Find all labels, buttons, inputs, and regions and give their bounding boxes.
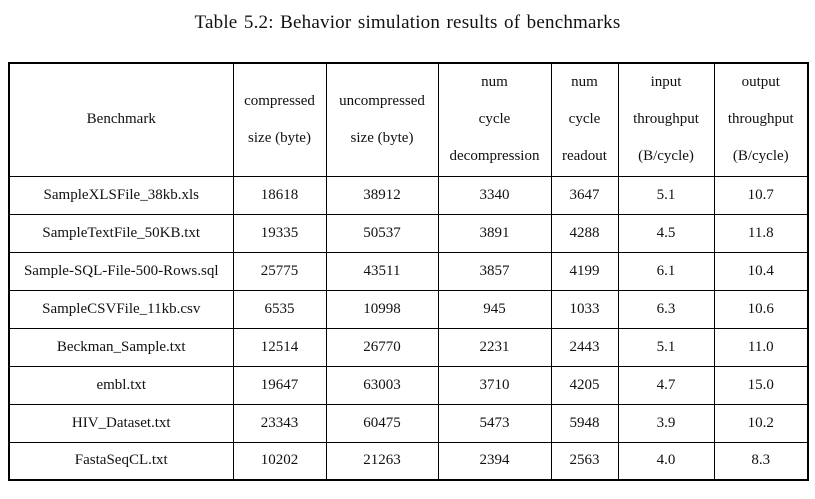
- column-header-num-cycle-decompression: num cycle decompression: [437, 62, 552, 177]
- cell-input-throughput: 6.3: [617, 289, 715, 329]
- cell-benchmark: HIV_Dataset.txt: [8, 403, 234, 443]
- cell-compressed-size: 25775: [232, 251, 327, 291]
- table-row: Beckman_Sample.txt 12514 26770 2231 2443…: [8, 327, 809, 367]
- table-row: SampleCSVFile_11kb.csv 6535 10998 945 10…: [8, 289, 809, 329]
- column-header-num-cycle-readout: num cycle readout: [550, 62, 619, 177]
- cell-compressed-size: 19335: [232, 213, 327, 253]
- cell-num-cycle-decompression: 2394: [437, 441, 552, 481]
- cell-input-throughput: 4.7: [617, 365, 715, 405]
- cell-uncompressed-size: 21263: [325, 441, 439, 481]
- cell-num-cycle-readout: 2563: [550, 441, 619, 481]
- cell-uncompressed-size: 50537: [325, 213, 439, 253]
- cell-input-throughput: 6.1: [617, 251, 715, 291]
- cell-uncompressed-size: 26770: [325, 327, 439, 367]
- column-header-input-throughput: input throughput (B/cycle): [617, 62, 715, 177]
- table-row: embl.txt 19647 63003 3710 4205 4.7 15.0: [8, 365, 809, 405]
- cell-num-cycle-readout: 3647: [550, 175, 619, 215]
- cell-benchmark: SampleTextFile_50KB.txt: [8, 213, 234, 253]
- cell-output-throughput: 10.4: [713, 251, 809, 291]
- cell-compressed-size: 19647: [232, 365, 327, 405]
- cell-output-throughput: 10.7: [713, 175, 809, 215]
- cell-num-cycle-decompression: 945: [437, 289, 552, 329]
- cell-benchmark: SampleCSVFile_11kb.csv: [8, 289, 234, 329]
- cell-num-cycle-decompression: 2231: [437, 327, 552, 367]
- cell-num-cycle-decompression: 5473: [437, 403, 552, 443]
- cell-num-cycle-readout: 5948: [550, 403, 619, 443]
- cell-input-throughput: 4.0: [617, 441, 715, 481]
- cell-input-throughput: 3.9: [617, 403, 715, 443]
- table-row: HIV_Dataset.txt 23343 60475 5473 5948 3.…: [8, 403, 809, 443]
- column-header-benchmark: Benchmark: [8, 62, 234, 177]
- cell-output-throughput: 11.8: [713, 213, 809, 253]
- cell-uncompressed-size: 43511: [325, 251, 439, 291]
- cell-uncompressed-size: 10998: [325, 289, 439, 329]
- cell-output-throughput: 8.3: [713, 441, 809, 481]
- table-row: FastaSeqCL.txt 10202 21263 2394 2563 4.0…: [8, 441, 809, 481]
- cell-input-throughput: 5.1: [617, 327, 715, 367]
- cell-compressed-size: 10202: [232, 441, 327, 481]
- column-header-output-throughput: output throughput (B/cycle): [713, 62, 809, 177]
- table-row: SampleXLSFile_38kb.xls 18618 38912 3340 …: [8, 175, 809, 215]
- cell-compressed-size: 6535: [232, 289, 327, 329]
- cell-benchmark: FastaSeqCL.txt: [8, 441, 234, 481]
- cell-num-cycle-readout: 1033: [550, 289, 619, 329]
- table-caption: Table 5.2: Behavior simulation results o…: [194, 12, 621, 33]
- table-row: Sample-SQL-File-500-Rows.sql 25775 43511…: [8, 251, 809, 291]
- cell-compressed-size: 23343: [232, 403, 327, 443]
- cell-output-throughput: 10.6: [713, 289, 809, 329]
- benchmark-results-table: Benchmark compressed size (byte) uncompr…: [8, 62, 809, 481]
- cell-uncompressed-size: 60475: [325, 403, 439, 443]
- cell-compressed-size: 12514: [232, 327, 327, 367]
- cell-num-cycle-readout: 2443: [550, 327, 619, 367]
- cell-num-cycle-readout: 4199: [550, 251, 619, 291]
- cell-num-cycle-readout: 4288: [550, 213, 619, 253]
- cell-benchmark: Sample-SQL-File-500-Rows.sql: [8, 251, 234, 291]
- cell-benchmark: embl.txt: [8, 365, 234, 405]
- cell-compressed-size: 18618: [232, 175, 327, 215]
- cell-output-throughput: 11.0: [713, 327, 809, 367]
- cell-num-cycle-readout: 4205: [550, 365, 619, 405]
- column-header-uncompressed-size: uncompressed size (byte): [325, 62, 439, 177]
- cell-num-cycle-decompression: 3857: [437, 251, 552, 291]
- header-row: Benchmark compressed size (byte) uncompr…: [8, 62, 809, 177]
- cell-num-cycle-decompression: 3710: [437, 365, 552, 405]
- cell-output-throughput: 15.0: [713, 365, 809, 405]
- cell-input-throughput: 4.5: [617, 213, 715, 253]
- cell-benchmark: SampleXLSFile_38kb.xls: [8, 175, 234, 215]
- cell-output-throughput: 10.2: [713, 403, 809, 443]
- table-row: SampleTextFile_50KB.txt 19335 50537 3891…: [8, 213, 809, 253]
- column-header-compressed-size: compressed size (byte): [232, 62, 327, 177]
- cell-uncompressed-size: 63003: [325, 365, 439, 405]
- cell-num-cycle-decompression: 3340: [437, 175, 552, 215]
- cell-num-cycle-decompression: 3891: [437, 213, 552, 253]
- cell-uncompressed-size: 38912: [325, 175, 439, 215]
- cell-input-throughput: 5.1: [617, 175, 715, 215]
- cell-benchmark: Beckman_Sample.txt: [8, 327, 234, 367]
